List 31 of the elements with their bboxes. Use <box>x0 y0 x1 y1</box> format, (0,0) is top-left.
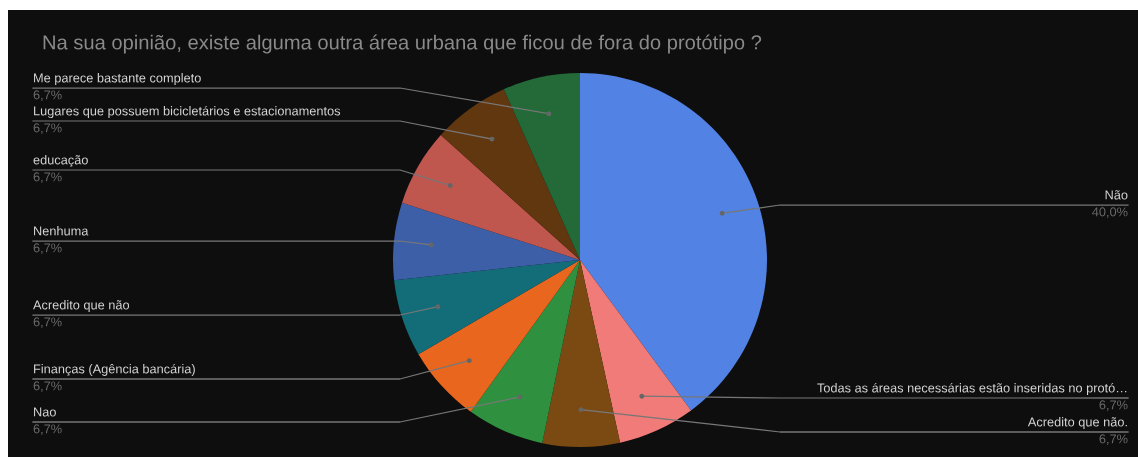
chart-title: Na sua opinião, existe alguma outra área urbana que ficou de fora do protótipo ? <box>43 34 762 54</box>
slice-label: Todas as áreas necessárias estão inseridas no protó… <box>817 382 1127 395</box>
slice-label: Nenhuma <box>34 226 89 236</box>
pie-slice <box>580 260 692 443</box>
pie-slice <box>542 260 621 447</box>
slice-label: Finanças (Agência bancária) <box>34 363 195 376</box>
pie-slice <box>418 260 580 412</box>
slice-label: Acredito que não. <box>1027 417 1127 429</box>
slice-label: Não <box>1105 190 1128 200</box>
data-label: 6,7% <box>33 424 62 435</box>
data-label: 6,7% <box>33 90 62 101</box>
slice-label: Acredito que não <box>33 300 130 312</box>
pie-slice <box>440 89 580 260</box>
pie-slice <box>580 73 767 411</box>
slice-label: Me parece bastante completo <box>34 73 201 85</box>
data-label: 6,7% <box>1099 434 1128 445</box>
data-label: 40,0% <box>1092 207 1128 218</box>
pie-slice <box>393 202 580 281</box>
pie-slice <box>470 260 580 444</box>
pie-slice <box>503 73 580 260</box>
slice-label: educação <box>33 155 88 167</box>
data-label: 6,7% <box>33 172 62 183</box>
data-label: 6,7% <box>33 317 62 328</box>
data-label: 6,7% <box>33 243 62 254</box>
slice-label: Lugares que possuem bicicletários e estacionamentos <box>34 105 341 118</box>
pie-slice <box>402 135 580 260</box>
data-label: 6,7% <box>33 123 62 134</box>
data-label: 6,7% <box>33 381 62 392</box>
pie-slice <box>394 260 580 355</box>
data-label: 6,7% <box>1099 400 1128 411</box>
slice-label: Nao <box>34 407 56 417</box>
